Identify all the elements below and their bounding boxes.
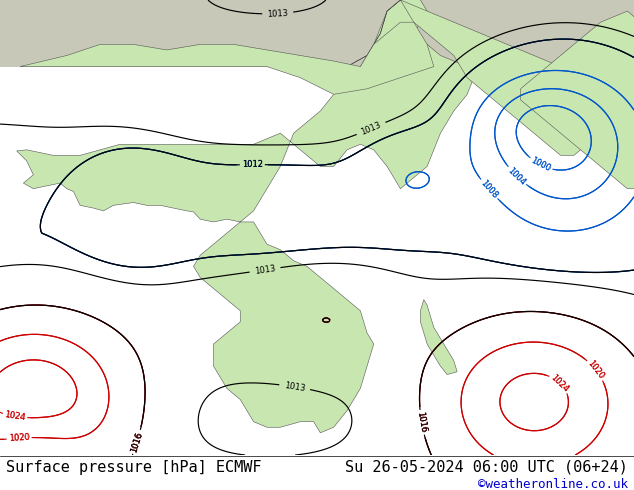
- Text: 1016: 1016: [415, 411, 428, 434]
- Text: 1000: 1000: [529, 156, 552, 173]
- Text: 1016: 1016: [129, 431, 145, 453]
- Polygon shape: [16, 0, 474, 433]
- Text: 1012: 1012: [242, 160, 263, 169]
- Text: 1016: 1016: [415, 411, 428, 434]
- Text: 1024: 1024: [4, 411, 26, 423]
- Polygon shape: [20, 22, 434, 95]
- Text: 1008: 1008: [479, 178, 500, 200]
- Polygon shape: [347, 0, 614, 155]
- Text: 1016: 1016: [129, 431, 145, 453]
- Text: 1013: 1013: [283, 381, 306, 393]
- Text: 1020: 1020: [8, 433, 30, 443]
- Text: 1016: 1016: [129, 431, 145, 453]
- Polygon shape: [420, 299, 457, 374]
- Text: 1013: 1013: [359, 120, 382, 137]
- Polygon shape: [521, 11, 634, 189]
- Text: 1012: 1012: [242, 160, 263, 169]
- Text: 1008: 1008: [479, 178, 500, 200]
- Text: 1004: 1004: [506, 166, 527, 187]
- Text: 1020: 1020: [586, 359, 606, 381]
- Text: 1004: 1004: [506, 166, 527, 187]
- Text: 1013: 1013: [254, 264, 276, 276]
- Text: Su 26-05-2024 06:00 UTC (06+24): Su 26-05-2024 06:00 UTC (06+24): [345, 460, 628, 475]
- Text: Surface pressure [hPa] ECMWF: Surface pressure [hPa] ECMWF: [6, 460, 262, 475]
- Text: 1020: 1020: [586, 359, 606, 381]
- Text: 1020: 1020: [8, 433, 30, 443]
- Text: ©weatheronline.co.uk: ©weatheronline.co.uk: [477, 478, 628, 490]
- Polygon shape: [0, 0, 634, 67]
- Text: 1024: 1024: [549, 372, 571, 393]
- Text: 1024: 1024: [549, 372, 571, 393]
- Text: 1013: 1013: [267, 8, 288, 19]
- Text: 1012: 1012: [242, 160, 263, 169]
- Text: 1000: 1000: [529, 156, 552, 173]
- Text: 1024: 1024: [4, 411, 26, 423]
- Text: 1016: 1016: [415, 411, 428, 434]
